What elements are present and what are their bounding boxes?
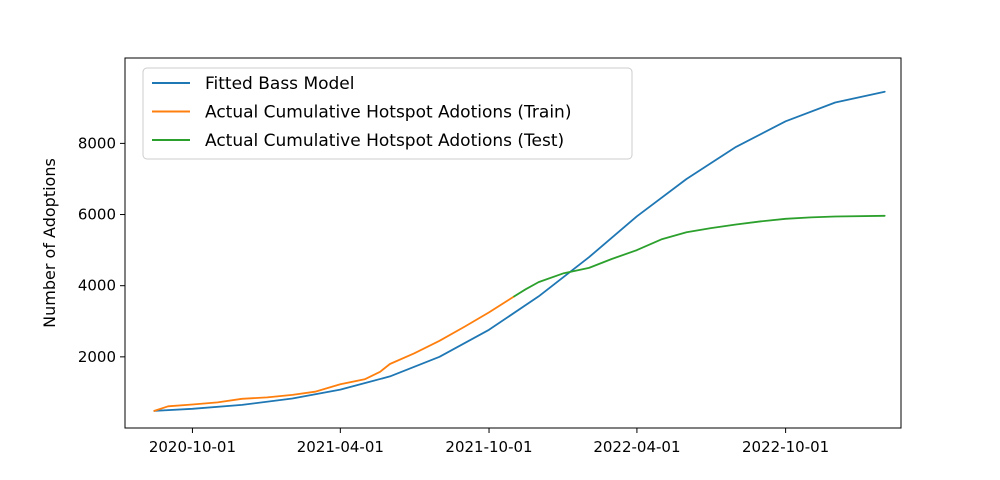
plot-area-frame — [124, 57, 902, 429]
y-tick-label: 2000 — [78, 348, 116, 366]
x-tick-label: 2022-04-01 — [593, 438, 680, 456]
series-line-1 — [153, 90, 886, 412]
series-line-3 — [513, 214, 886, 298]
x-tick-label: 2021-04-01 — [297, 438, 384, 456]
x-tick-label: 2020-10-01 — [149, 438, 236, 456]
x-axis: 2020-10-01 2021-04-01 2021-10-01 2022-04-01… — [149, 428, 829, 456]
legend-label-1: Fitted Bass Model — [205, 74, 355, 94]
y-axis-label: Number of Adoptions — [40, 158, 59, 328]
y-axis: 2000 4000 6000 8000 — [78, 134, 125, 366]
legend-label-2: Actual Cumulative Hotspot Adotions (Trai… — [205, 103, 571, 123]
y-tick-label: 6000 — [78, 206, 116, 224]
y-tick-label: 4000 — [78, 277, 116, 295]
legend-box — [142, 67, 633, 160]
series-line-2 — [153, 295, 516, 412]
x-tick-label: 2022-10-01 — [742, 438, 829, 456]
x-tick-label: 2021-10-01 — [445, 438, 532, 456]
y-tick-label: 8000 — [78, 134, 116, 152]
series-lines — [153, 90, 886, 412]
legend: Fitted Bass Model Actual Cumulative Hotsp… — [142, 67, 633, 160]
legend-label-3: Actual Cumulative Hotspot Adotions (Test… — [205, 131, 564, 151]
